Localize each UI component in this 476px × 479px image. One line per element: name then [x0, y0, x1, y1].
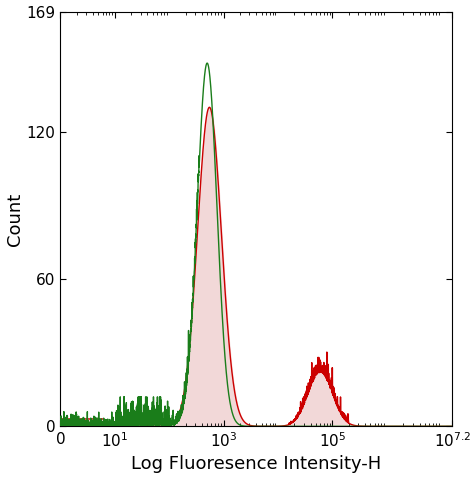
Y-axis label: Count: Count: [6, 192, 23, 246]
X-axis label: Log Fluoresence Intensity-H: Log Fluoresence Intensity-H: [131, 456, 381, 473]
